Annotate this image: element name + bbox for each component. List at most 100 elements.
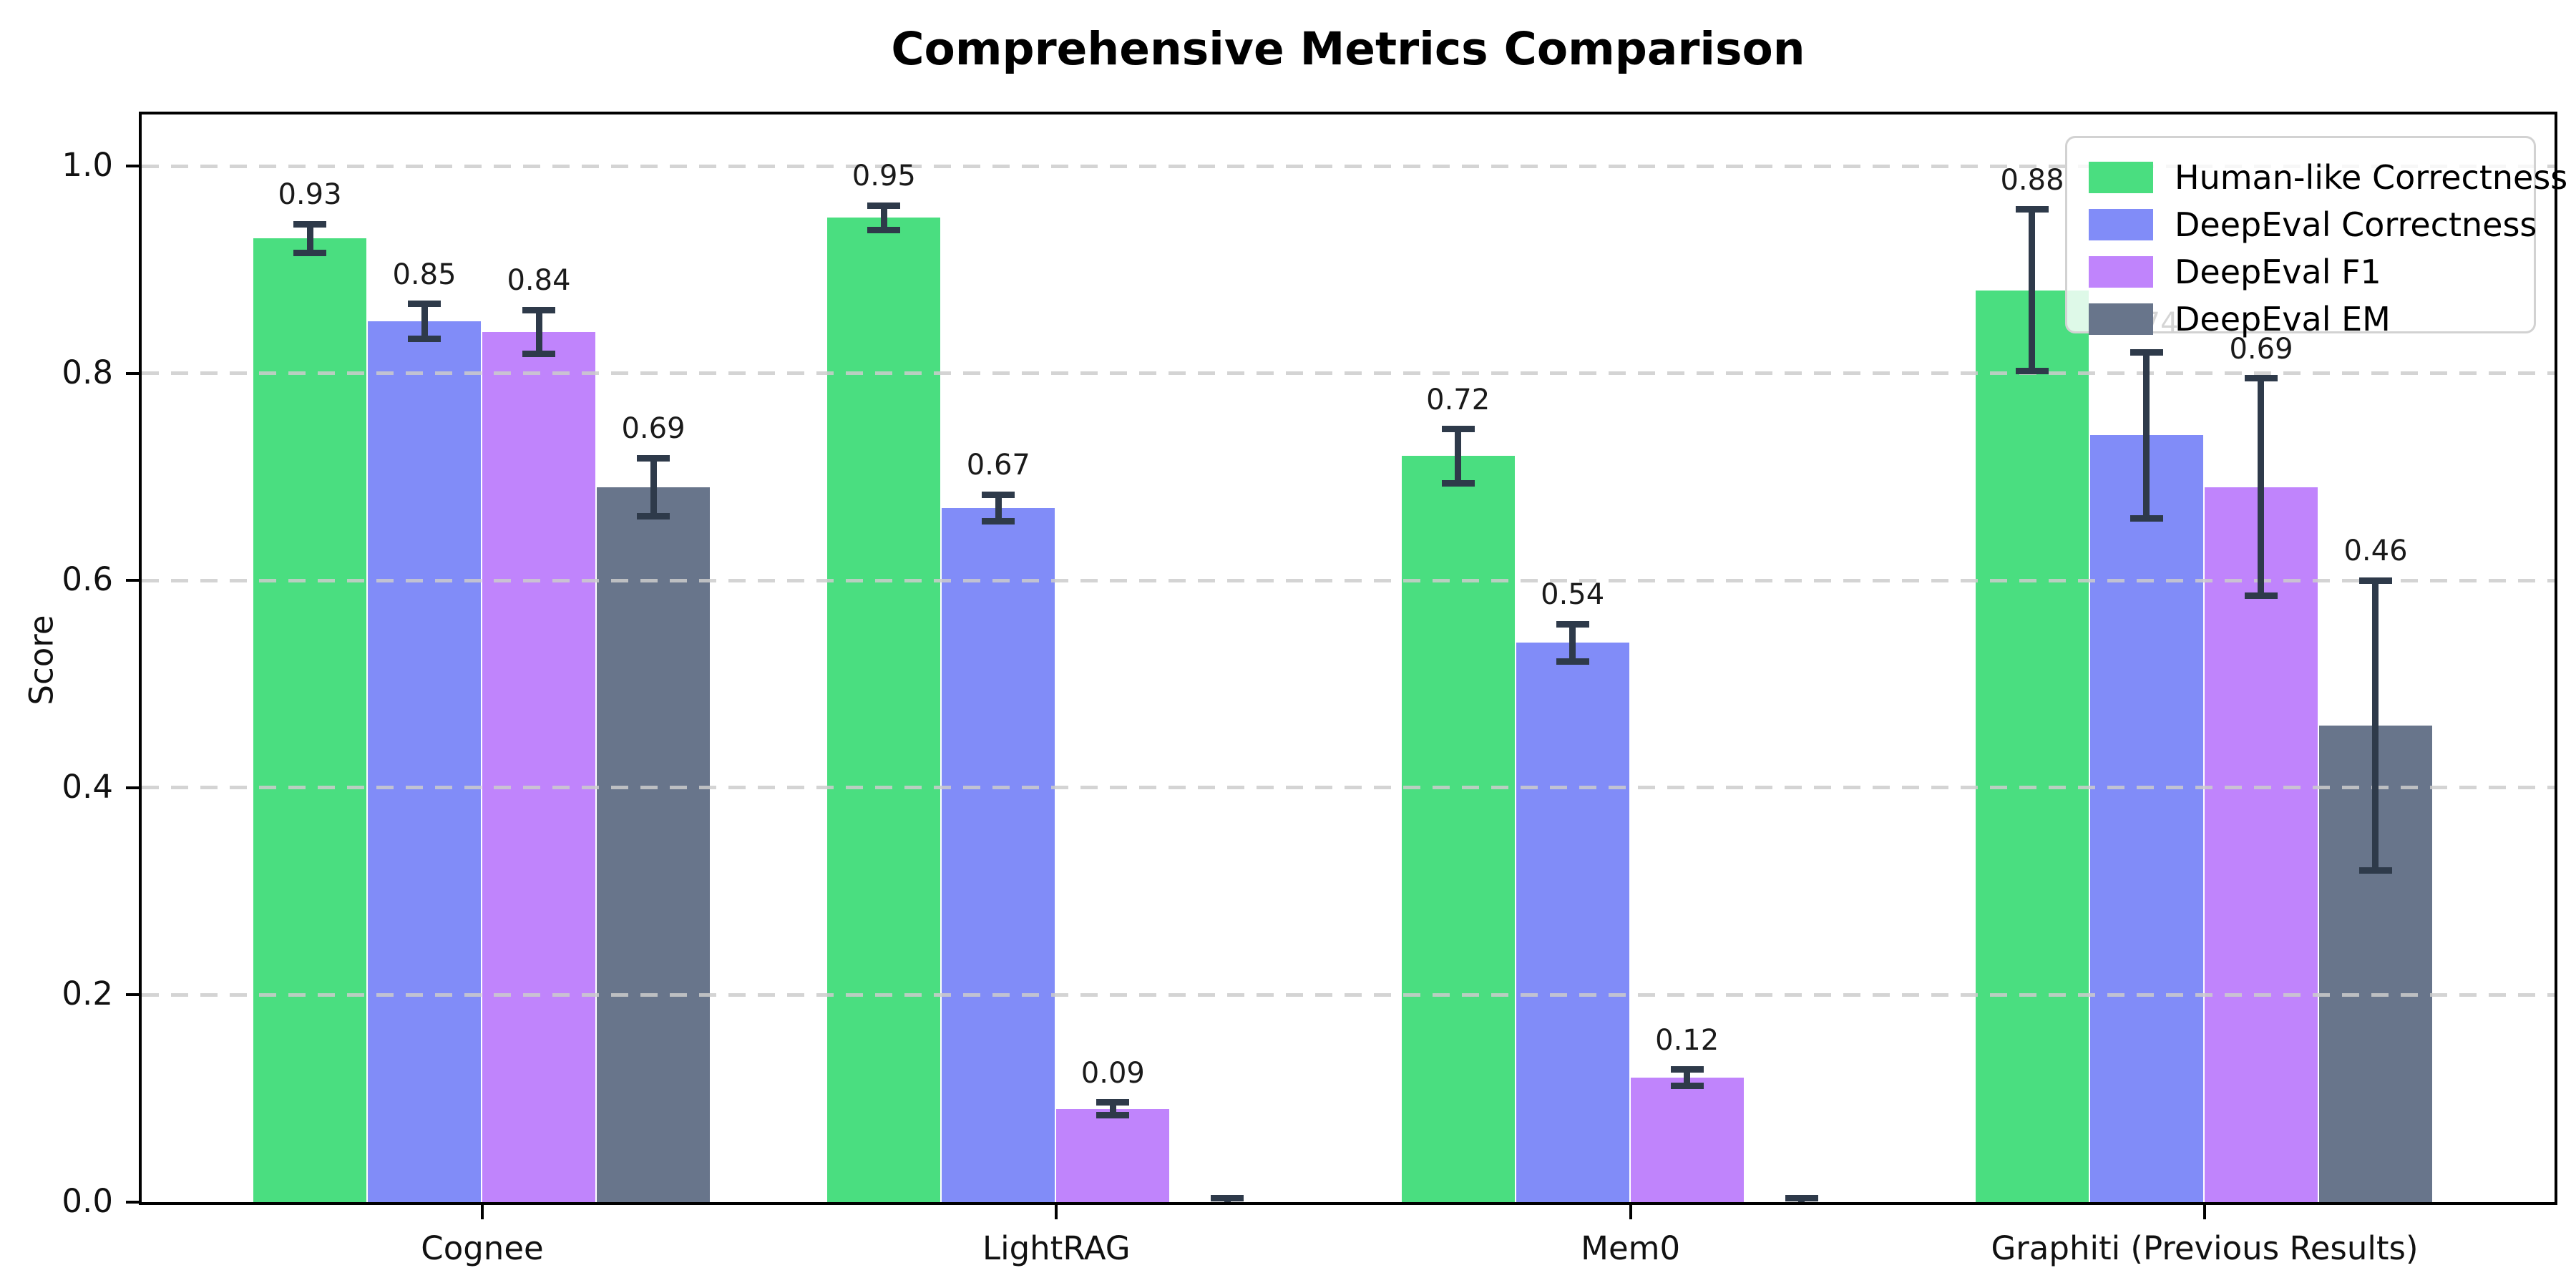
error-bar-cap-bottom: [2129, 514, 2163, 522]
error-bar-cap-top: [982, 491, 1015, 498]
error-bar-cap-bottom: [2358, 867, 2392, 874]
error-bar-cap-top: [293, 220, 326, 228]
legend-swatch-icon: [2089, 162, 2153, 193]
y-tick-0.4: [126, 786, 139, 789]
x-tick-3: [2202, 1205, 2206, 1219]
error-bar-cap-bottom: [408, 336, 441, 343]
error-bar-line: [421, 303, 428, 339]
legend-label: DeepEval EM: [2175, 300, 2391, 338]
error-bar-cap-bottom: [522, 350, 555, 357]
error-bar-cap-top: [1785, 1194, 1818, 1201]
error-bar-line: [1455, 429, 1462, 484]
bar-value-label: 0.54: [1541, 578, 1605, 612]
legend-swatch-icon: [2089, 209, 2153, 240]
error-bar-cap-bottom: [1096, 1111, 1130, 1118]
error-bar-cap-top: [2015, 206, 2049, 213]
legend-item: Human-like Correctness: [2067, 154, 2567, 201]
bar-value-label: 0.69: [2229, 332, 2293, 366]
bar-value-label: 0.09: [1080, 1056, 1145, 1090]
y-tick-0.2: [126, 993, 139, 997]
chart-title: Comprehensive Metrics Comparison: [891, 23, 1805, 75]
error-bar-cap-bottom: [2244, 592, 2278, 600]
x-tick-label: Cognee: [421, 1229, 544, 1267]
error-bar-cap-bottom: [1670, 1083, 1704, 1090]
legend-item: DeepEval F1: [2067, 248, 2534, 296]
error-bar-cap-bottom: [867, 227, 901, 234]
bar-value-label: 0.69: [621, 412, 686, 446]
error-bar-line: [650, 458, 657, 517]
error-bar-line: [880, 205, 887, 230]
y-tick-label: 0.2: [62, 975, 113, 1013]
bar-value-label: 0.88: [2000, 163, 2064, 197]
gridline-y-0.2: [142, 992, 2555, 997]
y-tick-0.6: [126, 579, 139, 582]
error-bar-cap-top: [2129, 349, 2163, 356]
legend: Human-like Correctness DeepEval Correctne…: [2065, 136, 2567, 338]
x-tick-0: [481, 1205, 484, 1219]
bar-s2-c1: [1056, 1108, 1170, 1202]
error-bar-cap-bottom: [2015, 368, 2049, 375]
error-bar-cap-top: [1556, 620, 1589, 628]
legend-item: DeepEval Correctness: [2067, 201, 2537, 248]
bar-s1-c3: [2089, 435, 2203, 1202]
y-tick-0: [126, 1201, 139, 1204]
bar-s0-c1: [827, 218, 941, 1202]
error-bar-cap-top: [1211, 1194, 1244, 1201]
bar-s1-c1: [942, 507, 1055, 1202]
bar-s2-c0: [482, 331, 595, 1202]
bar-s0-c2: [1401, 456, 1515, 1202]
bar-s2-c3: [2204, 487, 2318, 1202]
error-bar-line: [2372, 580, 2379, 871]
error-bar-cap-bottom: [1441, 479, 1475, 487]
y-tick-0.8: [126, 371, 139, 375]
bar-value-label: 0.72: [1426, 383, 1491, 416]
bar-value-label: 0.12: [1655, 1023, 1719, 1057]
y-axis-label: Score: [22, 615, 61, 706]
x-tick-label: Graphiti (Previous Results): [1991, 1229, 2419, 1267]
bar-value-label: 0.84: [507, 264, 571, 298]
bar-value-label: 0.46: [2343, 535, 2408, 568]
bar-s2-c2: [1630, 1078, 1744, 1202]
error-bar-line: [1684, 1069, 1691, 1086]
bar-s0-c0: [253, 238, 366, 1202]
error-bar-line: [306, 224, 313, 253]
bar-value-label: 0.95: [852, 160, 916, 193]
error-bar-cap-top: [637, 454, 670, 462]
bar-s1-c2: [1516, 643, 1629, 1202]
x-tick-label: Mem0: [1581, 1229, 1681, 1267]
error-bar-line: [2258, 378, 2265, 596]
bar-s1-c0: [368, 321, 481, 1202]
x-tick-1: [1055, 1205, 1058, 1219]
y-tick-label: 0.4: [62, 767, 113, 806]
error-bar-cap-top: [408, 301, 441, 308]
error-bar-cap-top: [1441, 426, 1475, 433]
y-tick-label: 0.6: [62, 560, 113, 599]
bar-s0-c3: [1975, 290, 2089, 1202]
error-bar-line: [995, 494, 1002, 522]
error-bar-line: [1109, 1102, 1116, 1116]
error-bar-cap-bottom: [293, 250, 326, 257]
bar-value-label: 0.93: [278, 178, 342, 212]
bar-value-label: 0.67: [966, 449, 1030, 482]
error-bar-cap-top: [1670, 1066, 1704, 1073]
error-bar-cap-top: [1096, 1099, 1130, 1106]
error-bar-line: [535, 310, 542, 354]
error-bar-cap-bottom: [1556, 658, 1589, 665]
y-tick-label: 0.0: [62, 1182, 113, 1220]
bar-s3-c0: [597, 487, 710, 1202]
gridline-y-0.6: [142, 578, 2555, 582]
error-bar-cap-bottom: [982, 518, 1015, 525]
bar-value-label: 0.85: [392, 258, 457, 291]
gridline-y-1: [142, 164, 2555, 168]
error-bar-cap-top: [522, 306, 555, 313]
legend-label: DeepEval F1: [2175, 253, 2381, 291]
error-bar-cap-bottom: [637, 512, 670, 519]
gridline-y-0.4: [142, 786, 2555, 790]
error-bar-line: [2143, 352, 2150, 519]
error-bar-cap-top: [867, 202, 901, 209]
legend-label: Human-like Correctness: [2175, 158, 2568, 197]
gridline-y-0.8: [142, 371, 2555, 376]
y-tick-1: [126, 165, 139, 167]
error-bar-cap-top: [2244, 375, 2278, 382]
